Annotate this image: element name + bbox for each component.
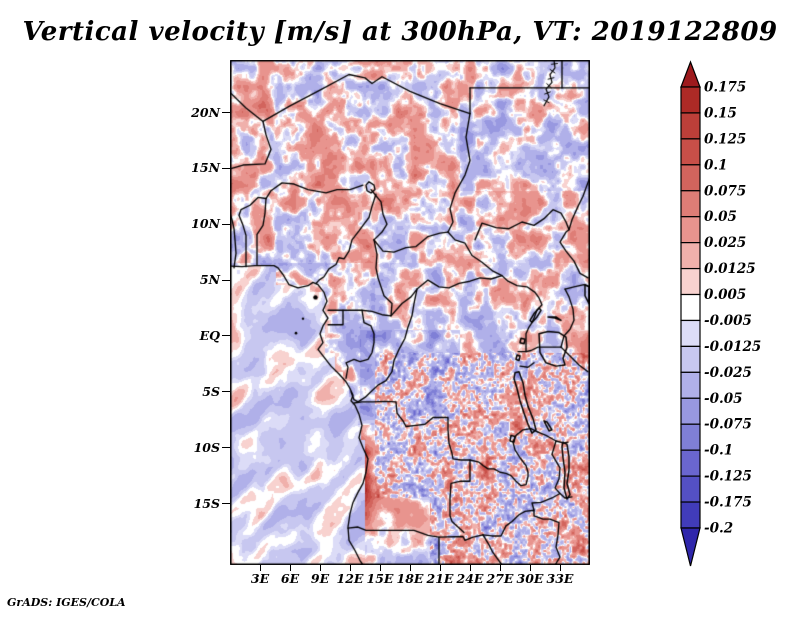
plot-title: Vertical velocity [m/s] at 300hPa, VT: 2…: [22, 17, 778, 47]
colorbar-label: 0.175: [704, 80, 746, 96]
x-axis-tick: [349, 565, 351, 571]
y-axis-tick: [222, 335, 230, 337]
x-axis-label: 33E: [546, 571, 574, 586]
colorbar-label: 0.005: [704, 287, 746, 303]
colorbar-label: 0.125: [704, 131, 746, 147]
colorbar-label: -0.1: [704, 443, 733, 459]
colorbar-box: [680, 319, 701, 347]
x-axis-label: 30E: [516, 571, 544, 586]
x-axis-tick: [439, 565, 441, 571]
colorbar-bottom-arrow: [680, 527, 701, 567]
y-axis-label: 10S: [193, 439, 220, 455]
x-axis-tick: [559, 565, 561, 571]
colorbar-label: -0.0125: [704, 339, 761, 355]
y-axis-label: 5N: [199, 272, 220, 288]
x-axis-tick: [529, 565, 531, 571]
x-axis-tick: [289, 565, 291, 571]
x-axis-tick: [319, 565, 321, 571]
colorbar-box: [680, 397, 701, 425]
colorbar: 0.175 0.15 0.125 0.1 0.075 0.05 0.025 0.0125 0.0…: [660, 55, 800, 580]
colorbar-label: 0.1: [704, 157, 728, 173]
colorbar-box: [680, 423, 701, 451]
y-axis-label: 5S: [202, 383, 220, 399]
colorbar-label: 0.15: [704, 105, 737, 121]
colorbar-label: -0.025: [704, 365, 752, 381]
x-axis-label: 18E: [396, 571, 424, 586]
y-axis-tick: [222, 503, 230, 505]
colorbar-box: [680, 138, 701, 166]
colorbar-box: [680, 267, 701, 296]
x-axis-label: 12E: [336, 571, 364, 586]
colorbar-box: [680, 345, 701, 373]
x-axis-tick: [469, 565, 471, 571]
y-axis-tick: [222, 447, 230, 449]
x-axis-tick: [259, 565, 261, 571]
y-axis-tick: [222, 112, 230, 113]
x-axis-label: 15E: [366, 571, 394, 586]
colorbar-label: -0.125: [704, 469, 752, 485]
x-axis-label: 21E: [426, 571, 454, 586]
colorbar-box: [680, 86, 701, 114]
y-axis-label: 20N: [191, 104, 220, 120]
colorbar-box: [680, 164, 701, 192]
x-axis-tick: [499, 565, 501, 571]
colorbar-box: [680, 293, 701, 322]
colorbar-label: 0.05: [704, 209, 737, 225]
colorbar-box: [680, 449, 701, 477]
x-axis-label: 9E: [310, 571, 330, 586]
colorbar-box: [680, 501, 701, 529]
colorbar-box: [680, 475, 701, 503]
map-canvas: [230, 60, 590, 565]
colorbar-label: -0.05: [704, 391, 742, 407]
colorbar-label: -0.075: [704, 417, 752, 433]
attribution: GrADS: IGES/COLA: [7, 596, 126, 609]
x-axis-label: 27E: [486, 571, 514, 586]
colorbar-label: -0.2: [704, 520, 733, 536]
x-axis-label: 3E: [250, 571, 270, 586]
x-axis-tick: [409, 565, 411, 571]
y-axis-label: EQ: [199, 327, 220, 343]
colorbar-box: [680, 216, 701, 244]
colorbar-box: [680, 371, 701, 399]
y-axis-label: 10N: [191, 216, 220, 232]
colorbar-box: [680, 112, 701, 140]
colorbar-label: 0.025: [704, 235, 746, 251]
y-axis-label: 15S: [193, 495, 220, 511]
y-axis-tick: [222, 223, 230, 225]
colorbar-box: [680, 190, 701, 218]
colorbar-label: -0.175: [704, 495, 752, 511]
x-axis-tick: [379, 565, 381, 571]
colorbar-label: -0.005: [704, 313, 752, 329]
y-axis-tick: [222, 279, 230, 281]
colorbar-label: 0.075: [704, 183, 746, 199]
y-axis-label: 15N: [191, 160, 220, 176]
y-axis-tick: [222, 391, 230, 393]
colorbar-box: [680, 242, 701, 270]
colorbar-label: 0.0125: [704, 261, 756, 277]
colorbar-top-arrow: [680, 60, 701, 88]
x-axis-label: 24E: [456, 571, 484, 586]
x-axis-label: 6E: [280, 571, 300, 586]
y-axis-tick: [222, 167, 230, 169]
